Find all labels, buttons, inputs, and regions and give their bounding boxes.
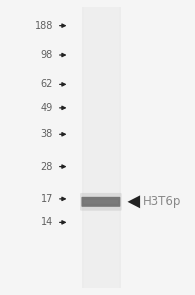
Bar <box>82 6 121 289</box>
Text: 38: 38 <box>41 129 53 139</box>
Text: 98: 98 <box>41 50 53 60</box>
Text: 49: 49 <box>41 103 53 113</box>
Bar <box>84 6 119 289</box>
Text: 17: 17 <box>41 194 53 204</box>
FancyBboxPatch shape <box>80 193 122 211</box>
Text: H3T6p: H3T6p <box>143 195 181 208</box>
FancyBboxPatch shape <box>82 197 120 207</box>
Text: 28: 28 <box>41 162 53 172</box>
FancyBboxPatch shape <box>84 200 118 204</box>
Polygon shape <box>128 195 140 208</box>
Text: 14: 14 <box>41 217 53 227</box>
Text: 188: 188 <box>35 21 53 31</box>
Text: 62: 62 <box>41 79 53 89</box>
